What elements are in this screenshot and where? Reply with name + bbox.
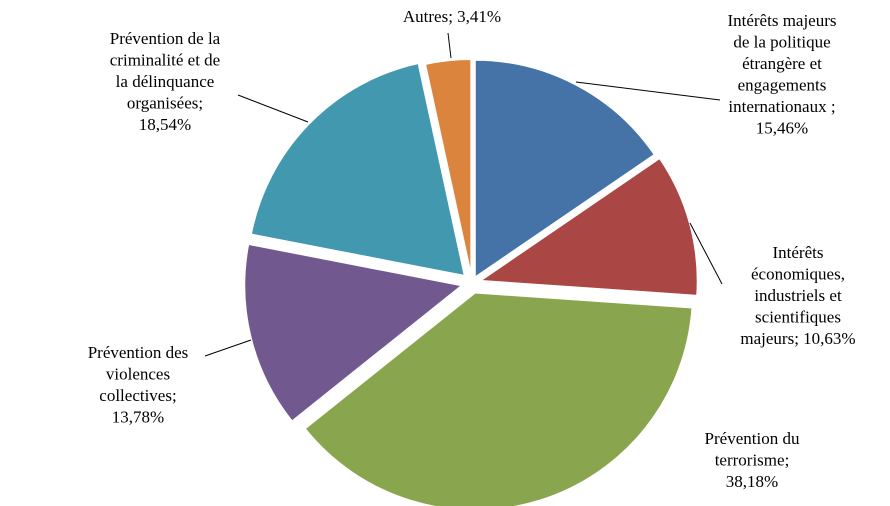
data-label-3-line: terrorisme;: [715, 451, 790, 470]
data-label-3-line: 38,18%: [726, 472, 778, 491]
data-label-3: Prévention du terrorisme; 38,18%: [705, 429, 800, 491]
data-label-2-line: économiques,: [751, 265, 845, 284]
data-label-1-line: internationaux ;: [728, 97, 835, 116]
data-label-1-line: engagements: [738, 76, 827, 95]
pie-slice-3: [303, 291, 694, 506]
leader-line-6: [447, 32, 452, 59]
data-label-6: Autres; 3,41%: [403, 7, 501, 26]
data-label-2-line: majeurs; 10,63%: [740, 329, 855, 348]
data-label-5-line: la délinquance: [116, 72, 215, 91]
leader-line-2: [689, 222, 723, 285]
leader-line-1: [575, 81, 721, 101]
data-label-5-line: organisées;: [127, 94, 203, 113]
data-label-5: Prévention de la criminalité et de la déli…: [110, 29, 221, 134]
pie-slice-6: [423, 58, 473, 278]
pie-slice-4: [243, 242, 465, 423]
data-label-4-line: violences: [106, 365, 170, 384]
data-label-2-line: scientifiques: [755, 308, 841, 327]
data-label-1-line: étrangère et: [742, 54, 822, 73]
data-label-3-line: Prévention du: [705, 429, 800, 448]
data-label-5-line: Prévention de la: [110, 29, 221, 48]
data-label-1-line: Intérêts majeurs: [727, 11, 836, 30]
data-label-5-line: criminalité et de: [110, 51, 220, 70]
data-label-4: Prévention des violences collectives; 13,78…: [88, 343, 189, 427]
pie-slice-1: [473, 58, 657, 280]
data-label-4-line: Prévention des: [88, 343, 189, 362]
data-label-5-line: 18,54%: [139, 115, 191, 134]
data-label-4-line: collectives;: [99, 386, 176, 405]
leader-line-4: [204, 339, 252, 357]
leader-line-5: [237, 94, 309, 123]
data-label-1: Intérêts majeurs de la politique étrangère…: [727, 11, 836, 138]
data-label-1-line: de la politique: [733, 33, 830, 52]
data-label-1-line: 15,46%: [756, 119, 808, 138]
data-label-2-line: Intérêts: [773, 243, 824, 262]
data-label-4-line: 13,78%: [112, 408, 164, 427]
data-label-6-line: Autres; 3,41%: [403, 7, 501, 26]
pie-slice-5: [249, 61, 467, 278]
data-label-2: Intérêts économiques, industriels et scient…: [740, 243, 855, 348]
data-labels: Intérêts majeurs de la politique étrangère…: [88, 7, 856, 491]
pie-slices: [243, 58, 699, 506]
data-label-2-line: industriels et: [754, 286, 842, 305]
leader-lines: [204, 32, 723, 357]
